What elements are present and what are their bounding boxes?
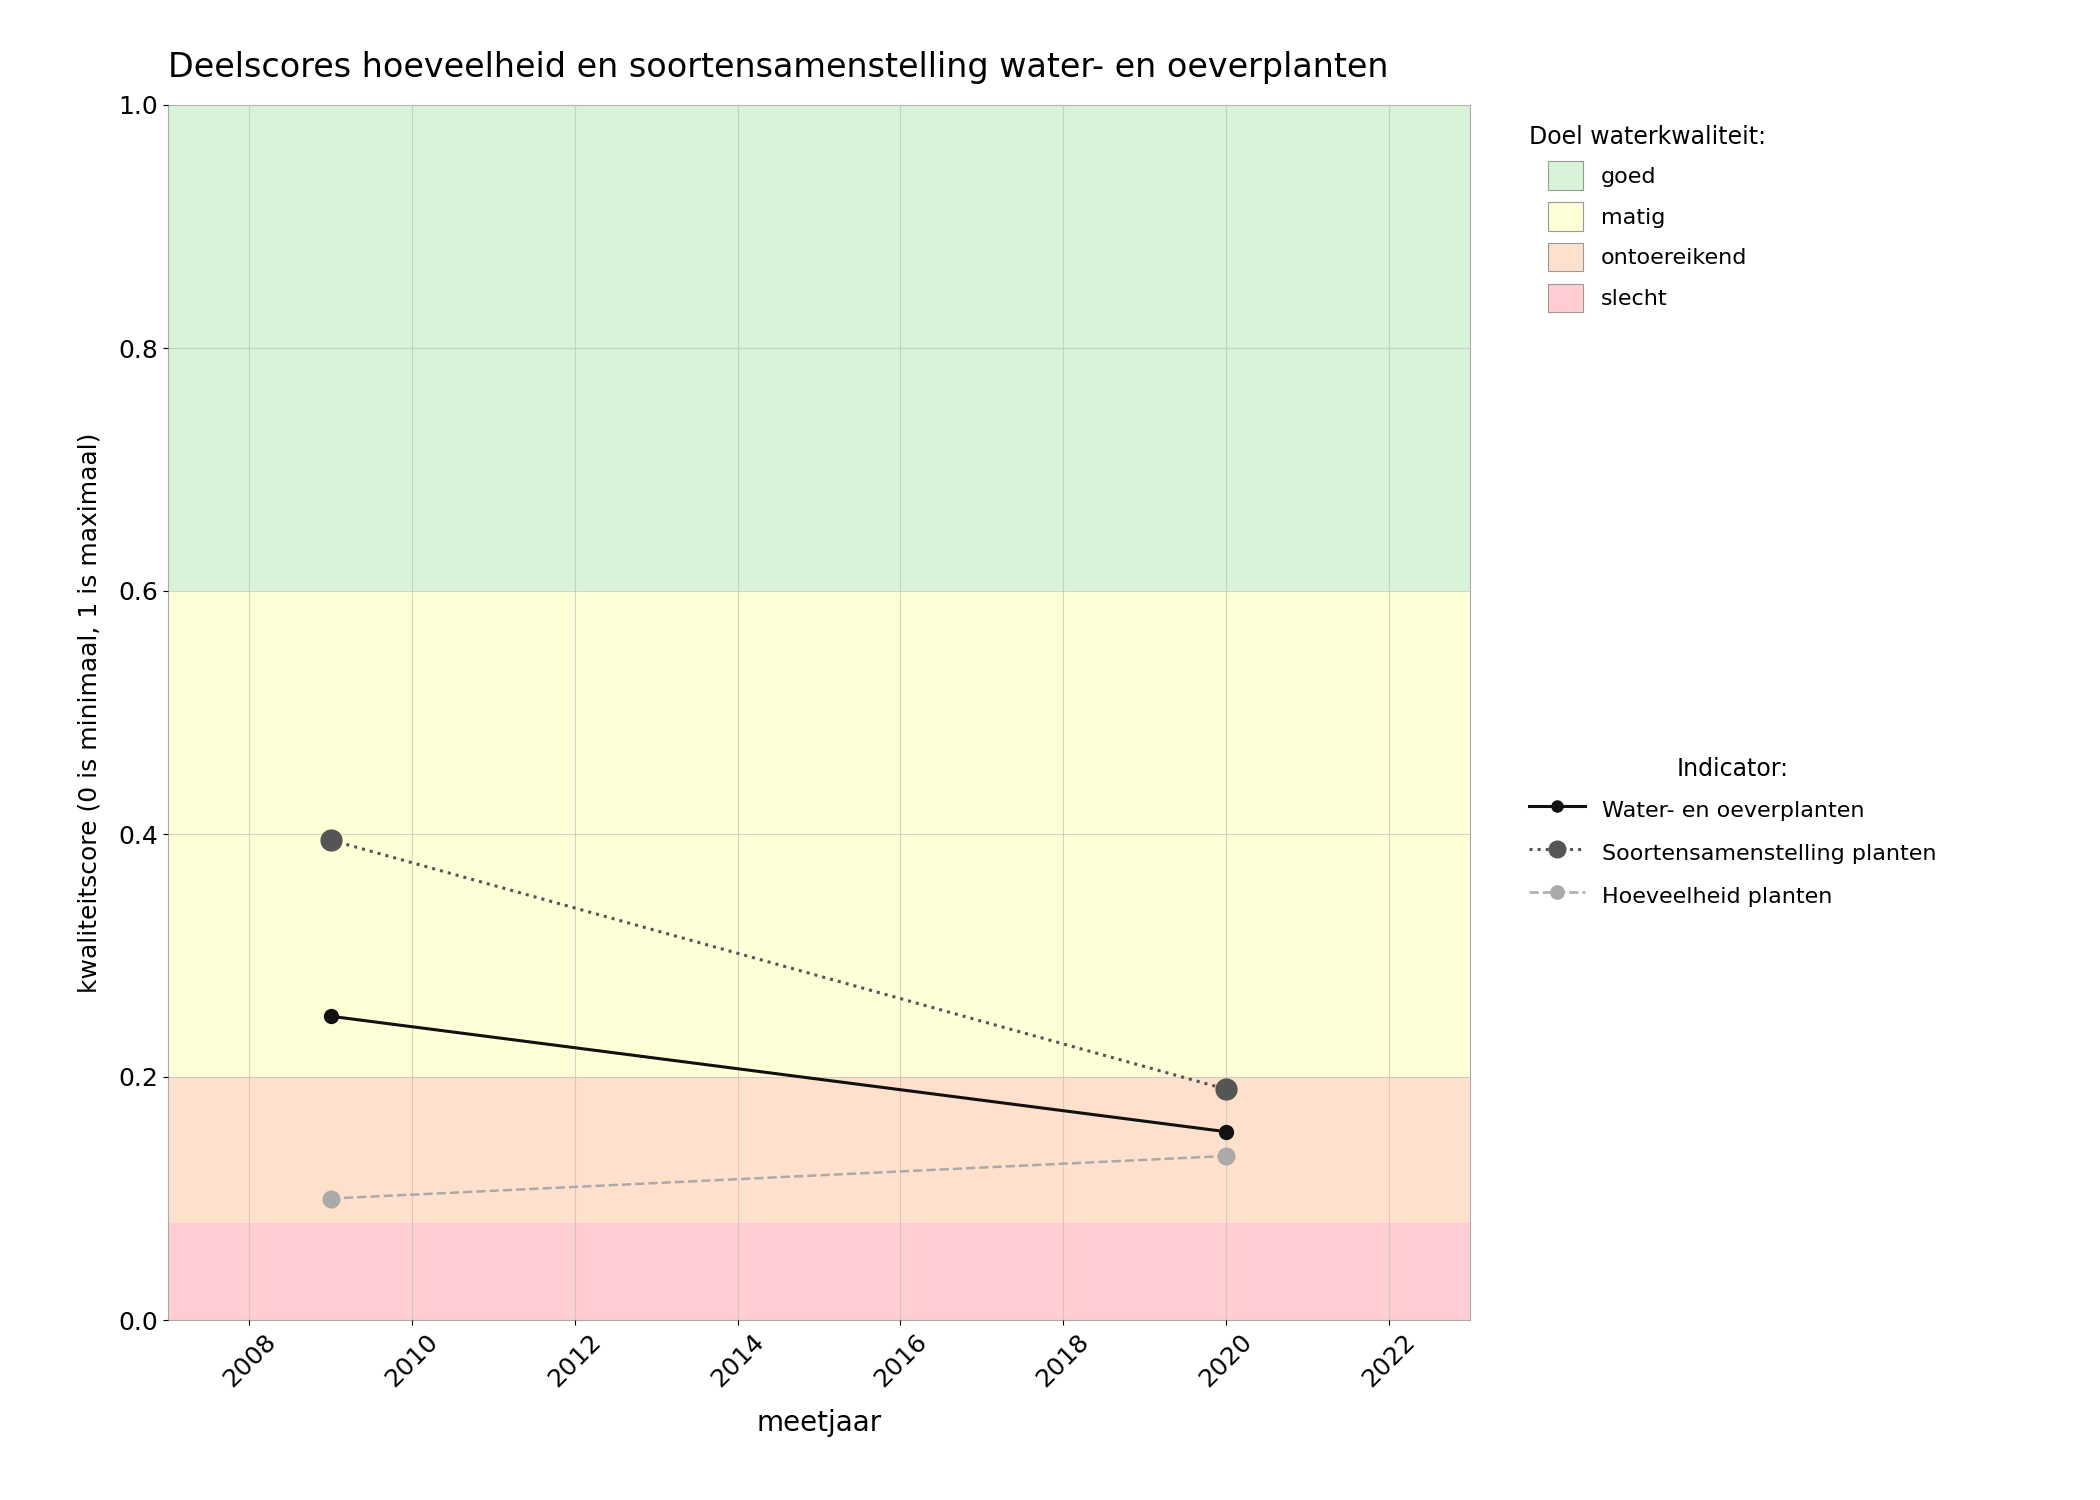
X-axis label: meetjaar: meetjaar — [756, 1408, 882, 1437]
Bar — [168, 591, 1470, 1077]
Legend: Water- en oeverplanten, Soortensamenstelling planten, Hoeveelheid planten: Water- en oeverplanten, Soortensamenstel… — [1520, 748, 1947, 918]
Y-axis label: kwaliteitscore (0 is minimaal, 1 is maximaal): kwaliteitscore (0 is minimaal, 1 is maxi… — [78, 432, 101, 993]
Bar — [168, 105, 1470, 591]
Bar — [168, 1077, 1470, 1222]
Bar — [168, 1222, 1470, 1320]
Text: Deelscores hoeveelheid en soortensamenstelling water- en oeverplanten: Deelscores hoeveelheid en soortensamenst… — [168, 51, 1388, 84]
